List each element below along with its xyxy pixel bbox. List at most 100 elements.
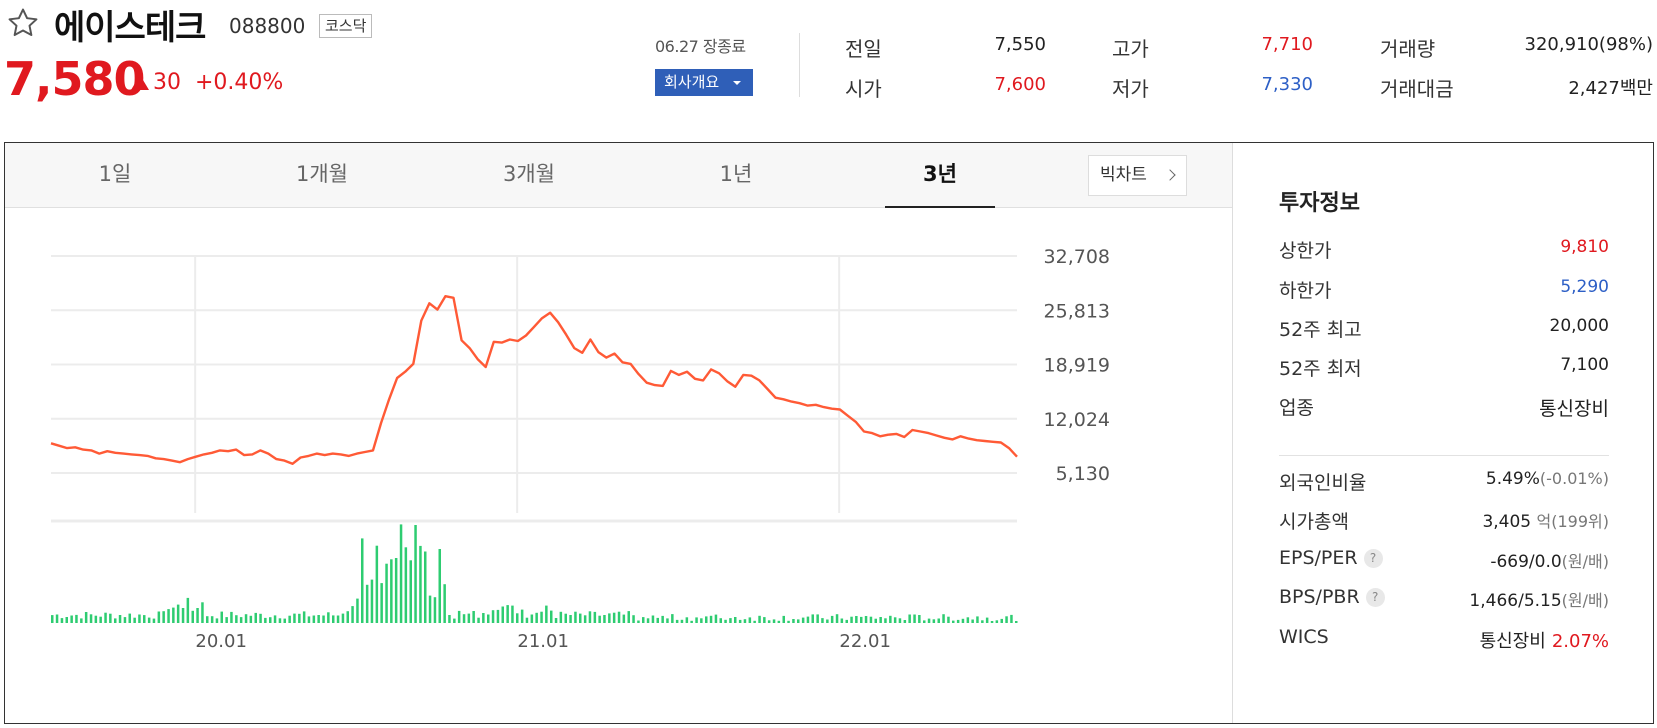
- volume-bar: [264, 617, 267, 623]
- volume-bar: [835, 614, 839, 623]
- volume-bar: [1015, 621, 1018, 623]
- volume-bar: [612, 612, 616, 623]
- wics-percent: 2.07%: [1551, 631, 1609, 652]
- wics-value[interactable]: 통신장비 2.07%: [1480, 627, 1609, 653]
- volume-bar: [70, 615, 73, 623]
- volume-bar: [889, 615, 892, 623]
- star-outline-icon[interactable]: [6, 6, 40, 40]
- sector-value[interactable]: 통신장비: [1539, 398, 1609, 420]
- volume-bar: [830, 615, 834, 623]
- volume-bar: [535, 612, 538, 623]
- volume-bar: [990, 621, 994, 623]
- tab-1day[interactable]: 1일: [98, 162, 132, 186]
- bps-pbr-value: 1,466/5.15(원/배): [1469, 587, 1609, 611]
- volume-bar: [816, 614, 819, 623]
- volume-bar: [695, 617, 698, 623]
- volume-bar: [826, 619, 829, 623]
- tab-1year[interactable]: 1년: [719, 162, 753, 186]
- volume-bar: [617, 611, 621, 623]
- volume-bar: [244, 614, 248, 623]
- volume-bar: [569, 615, 572, 623]
- volume-bar: [167, 609, 170, 623]
- volume-bar: [404, 547, 408, 623]
- volume-bar: [312, 615, 316, 623]
- volume-bar: [855, 616, 858, 623]
- volume-bar: [637, 620, 640, 623]
- wics-sector: 통신장비: [1479, 631, 1546, 652]
- volume-bar: [239, 617, 243, 623]
- bps-pbr-number: 1,466/5.15: [1469, 591, 1562, 611]
- volume-bar: [714, 614, 718, 623]
- volume-bar: [942, 614, 945, 623]
- volume-bar: [128, 613, 131, 623]
- investment-title: 투자정보: [1279, 191, 1360, 216]
- volume-bar: [734, 617, 737, 623]
- volume-bar: [317, 615, 320, 623]
- volume-bar: [181, 608, 185, 623]
- volume-bar: [850, 616, 853, 623]
- volume-bar: [782, 615, 785, 623]
- volume-bar: [903, 620, 907, 623]
- volume-bar: [75, 614, 78, 623]
- bigchart-button[interactable]: 빅차트: [1088, 155, 1187, 196]
- help-icon[interactable]: ?: [1363, 549, 1383, 568]
- volume-bar: [884, 618, 887, 623]
- volume-bar: [269, 617, 272, 623]
- volume-bar: [201, 602, 204, 623]
- lower-limit-label: 하한가: [1279, 280, 1332, 302]
- volume-bar: [869, 616, 873, 623]
- volume-bar: [845, 619, 848, 623]
- volume-bar: [671, 614, 674, 623]
- volume-bar: [705, 616, 708, 623]
- volume-bar: [361, 538, 364, 623]
- chevron-right-icon: [1164, 169, 1176, 181]
- volume-bar: [65, 617, 68, 623]
- volume-bar: [215, 618, 219, 623]
- volume-bar: [608, 613, 611, 623]
- volume-bar: [307, 616, 311, 623]
- volume-bar: [690, 620, 693, 623]
- triangle-up-icon: [131, 75, 149, 90]
- volume-bar: [598, 615, 601, 623]
- volume-bar: [414, 525, 417, 623]
- company-overview-button[interactable]: 회사개요: [655, 69, 753, 96]
- change-percent: +0.40%: [195, 70, 284, 95]
- trade-value-unit: 백만: [1619, 78, 1653, 99]
- volume-bar: [772, 619, 776, 623]
- high-52w-value: 20,000: [1549, 316, 1609, 336]
- volume-bar: [327, 612, 330, 623]
- volume-bar: [995, 620, 999, 623]
- help-icon[interactable]: ?: [1365, 588, 1385, 607]
- volume-bar: [913, 614, 916, 623]
- volume-bar: [346, 611, 349, 623]
- volume-bar: [109, 613, 112, 623]
- volume-bar: [564, 613, 567, 623]
- y-tick-label: 12,024: [1044, 409, 1110, 431]
- volume-bar: [118, 615, 122, 623]
- market-cap-value: 3,405 억(199위): [1482, 508, 1609, 532]
- tab-3month[interactable]: 3개월: [502, 162, 555, 186]
- bigchart-label: 빅차트: [1100, 165, 1147, 185]
- tab-3year[interactable]: 3년: [885, 143, 995, 208]
- volume-bar: [1005, 616, 1008, 623]
- volume-bar: [438, 549, 441, 623]
- volume-bar: [574, 611, 577, 623]
- volume-bar: [394, 558, 398, 623]
- eps-per-value: -669/0.0(원/배): [1490, 548, 1609, 572]
- volume-bar: [506, 605, 509, 623]
- volume-bar: [840, 618, 844, 623]
- y-tick-label: 25,813: [1044, 300, 1110, 322]
- wics-label: WICS: [1279, 626, 1329, 648]
- volume-bar: [501, 606, 504, 623]
- chart-panel: 1일 1개월 3개월 1년 3년 빅차트 32,708 25,813 18,919 1…: [5, 143, 1233, 723]
- tab-1month[interactable]: 1개월: [295, 162, 348, 186]
- volume-bar: [472, 611, 475, 623]
- volume-bar: [390, 559, 393, 623]
- volume-bar: [462, 614, 466, 623]
- volume-bar: [893, 617, 897, 623]
- volume-bar: [157, 611, 161, 623]
- volume-bar: [966, 617, 970, 623]
- eps-per-label-text: EPS/PER: [1279, 547, 1358, 569]
- volume-bar: [278, 618, 282, 623]
- volume-bar: [530, 614, 534, 623]
